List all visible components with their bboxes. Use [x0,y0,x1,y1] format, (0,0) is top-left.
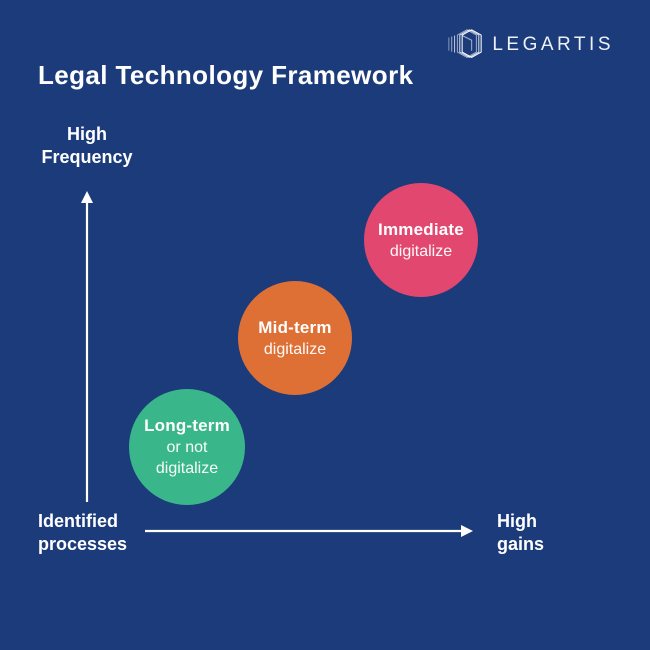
bubble-long-term-subtitle2: digitalize [155,460,219,477]
bubble-immediate-title: Immediate [378,219,464,239]
logo: LEGARTIS [446,26,614,64]
x-axis-origin-line1: Identified [38,511,118,531]
bubble-immediate-subtitle: digitalize [389,242,453,260]
bubble-immediate: Immediate digitalize [364,183,478,297]
x-axis-end-line1: High [497,511,537,531]
bubble-mid-term-title: Mid-term [258,317,332,337]
bubble-mid-term: Mid-term digitalize [238,281,352,395]
logo-text: LEGARTIS [492,34,614,55]
bubble-mid-term-subtitle: digitalize [263,340,327,358]
bubble-long-term: Long-term or not digitalize [129,389,245,505]
page-title: Legal Technology Framework [38,60,414,90]
y-axis-label-line2: Frequency [41,147,133,167]
x-axis-end-label: High gains [497,510,544,556]
y-axis-label: High Frequency [26,123,148,169]
x-axis-origin-line2: processes [38,534,128,554]
y-axis-label-line1: High [67,124,107,144]
bubble-long-term-subtitle: or not [166,439,208,456]
x-axis-end-line2: gains [497,534,545,554]
bubble-long-term-title: Long-term [144,416,230,435]
x-axis-origin-label: Identified processes [38,510,127,556]
hexagon-stack-icon [446,26,484,64]
